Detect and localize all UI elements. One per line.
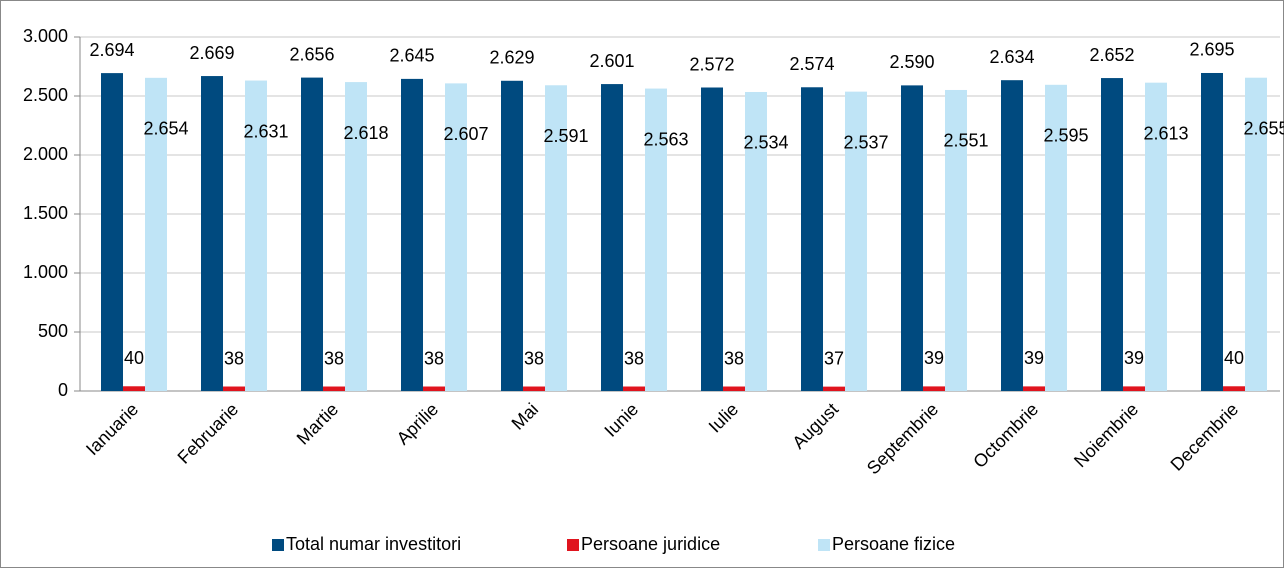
data-label: 2.652 [1089,45,1134,65]
data-label: 38 [624,348,644,368]
bar [1023,386,1045,391]
bar [701,87,723,391]
bar [245,80,267,392]
legend-swatch [567,539,579,551]
bar [201,76,223,392]
data-label: 2.534 [743,133,788,153]
y-tick-label: 1.500 [23,203,68,223]
data-label: 38 [224,348,244,368]
data-label: 39 [1024,348,1044,368]
data-label: 40 [1224,348,1244,368]
y-tick-label: 1.000 [23,262,68,282]
bar [623,386,645,391]
bar [323,386,345,391]
bar [923,386,945,391]
data-label: 2.574 [789,54,834,74]
bar [1045,84,1067,391]
bar [445,83,467,392]
bar [301,77,323,391]
data-label: 39 [924,348,944,368]
bar [123,386,145,391]
data-label: 2.551 [943,131,988,151]
y-tick-label: 3.000 [23,26,68,46]
bar [545,85,567,392]
legend-label: Persoane juridice [581,534,720,554]
data-label: 2.634 [989,47,1034,67]
bar [401,78,423,391]
bar [423,386,445,391]
bar [601,84,623,391]
legend-label: Total numar investitori [286,534,461,554]
bar [801,87,823,391]
bar [145,77,167,391]
data-label: 40 [124,348,144,368]
data-label: 2.656 [289,44,334,64]
bar [823,386,845,391]
data-label: 38 [324,348,344,368]
data-label: 2.601 [589,51,634,71]
bar [1201,72,1223,392]
data-label: 2.591 [543,126,588,146]
bar [101,73,123,391]
data-label: 2.590 [889,52,934,72]
data-label: 37 [824,348,844,368]
data-label: 2.563 [643,129,688,149]
data-label: 2.645 [389,46,434,66]
data-label: 2.631 [243,121,288,141]
bar [645,88,667,391]
bar [345,82,367,392]
data-label: 38 [424,348,444,368]
data-label: 38 [724,348,744,368]
y-tick-label: 0 [58,380,68,400]
bar [523,386,545,391]
bar [1001,80,1023,392]
bar [901,85,923,391]
legend-label: Persoane fizice [832,534,955,554]
bar [945,89,967,392]
bar [1101,78,1123,392]
data-label: 2.595 [1043,126,1088,146]
data-label: 2.694 [89,40,134,60]
legend-swatch [818,539,830,551]
data-label: 2.572 [689,54,734,74]
bar [1145,82,1167,391]
bar [1123,386,1145,391]
legend-swatch [272,539,284,551]
bar [845,91,867,391]
data-label: 2.695 [1189,40,1234,60]
bar [1223,386,1245,391]
data-label: 2.618 [343,123,388,143]
data-label: 2.655 [1243,118,1284,138]
data-label: 2.629 [489,48,534,68]
data-label: 38 [524,348,544,368]
data-label: 2.613 [1143,123,1188,143]
y-tick-label: 2.000 [23,144,68,164]
y-tick-label: 500 [38,321,68,341]
data-label: 2.607 [443,124,488,144]
y-tick-label: 2.500 [23,85,68,105]
data-label: 2.669 [189,43,234,63]
bar [1245,77,1267,392]
bar [501,80,523,391]
bar [723,386,745,391]
bar [223,386,245,391]
bar [745,91,767,391]
data-label: 39 [1124,348,1144,368]
data-label: 2.537 [843,132,888,152]
data-label: 2.654 [143,119,188,139]
